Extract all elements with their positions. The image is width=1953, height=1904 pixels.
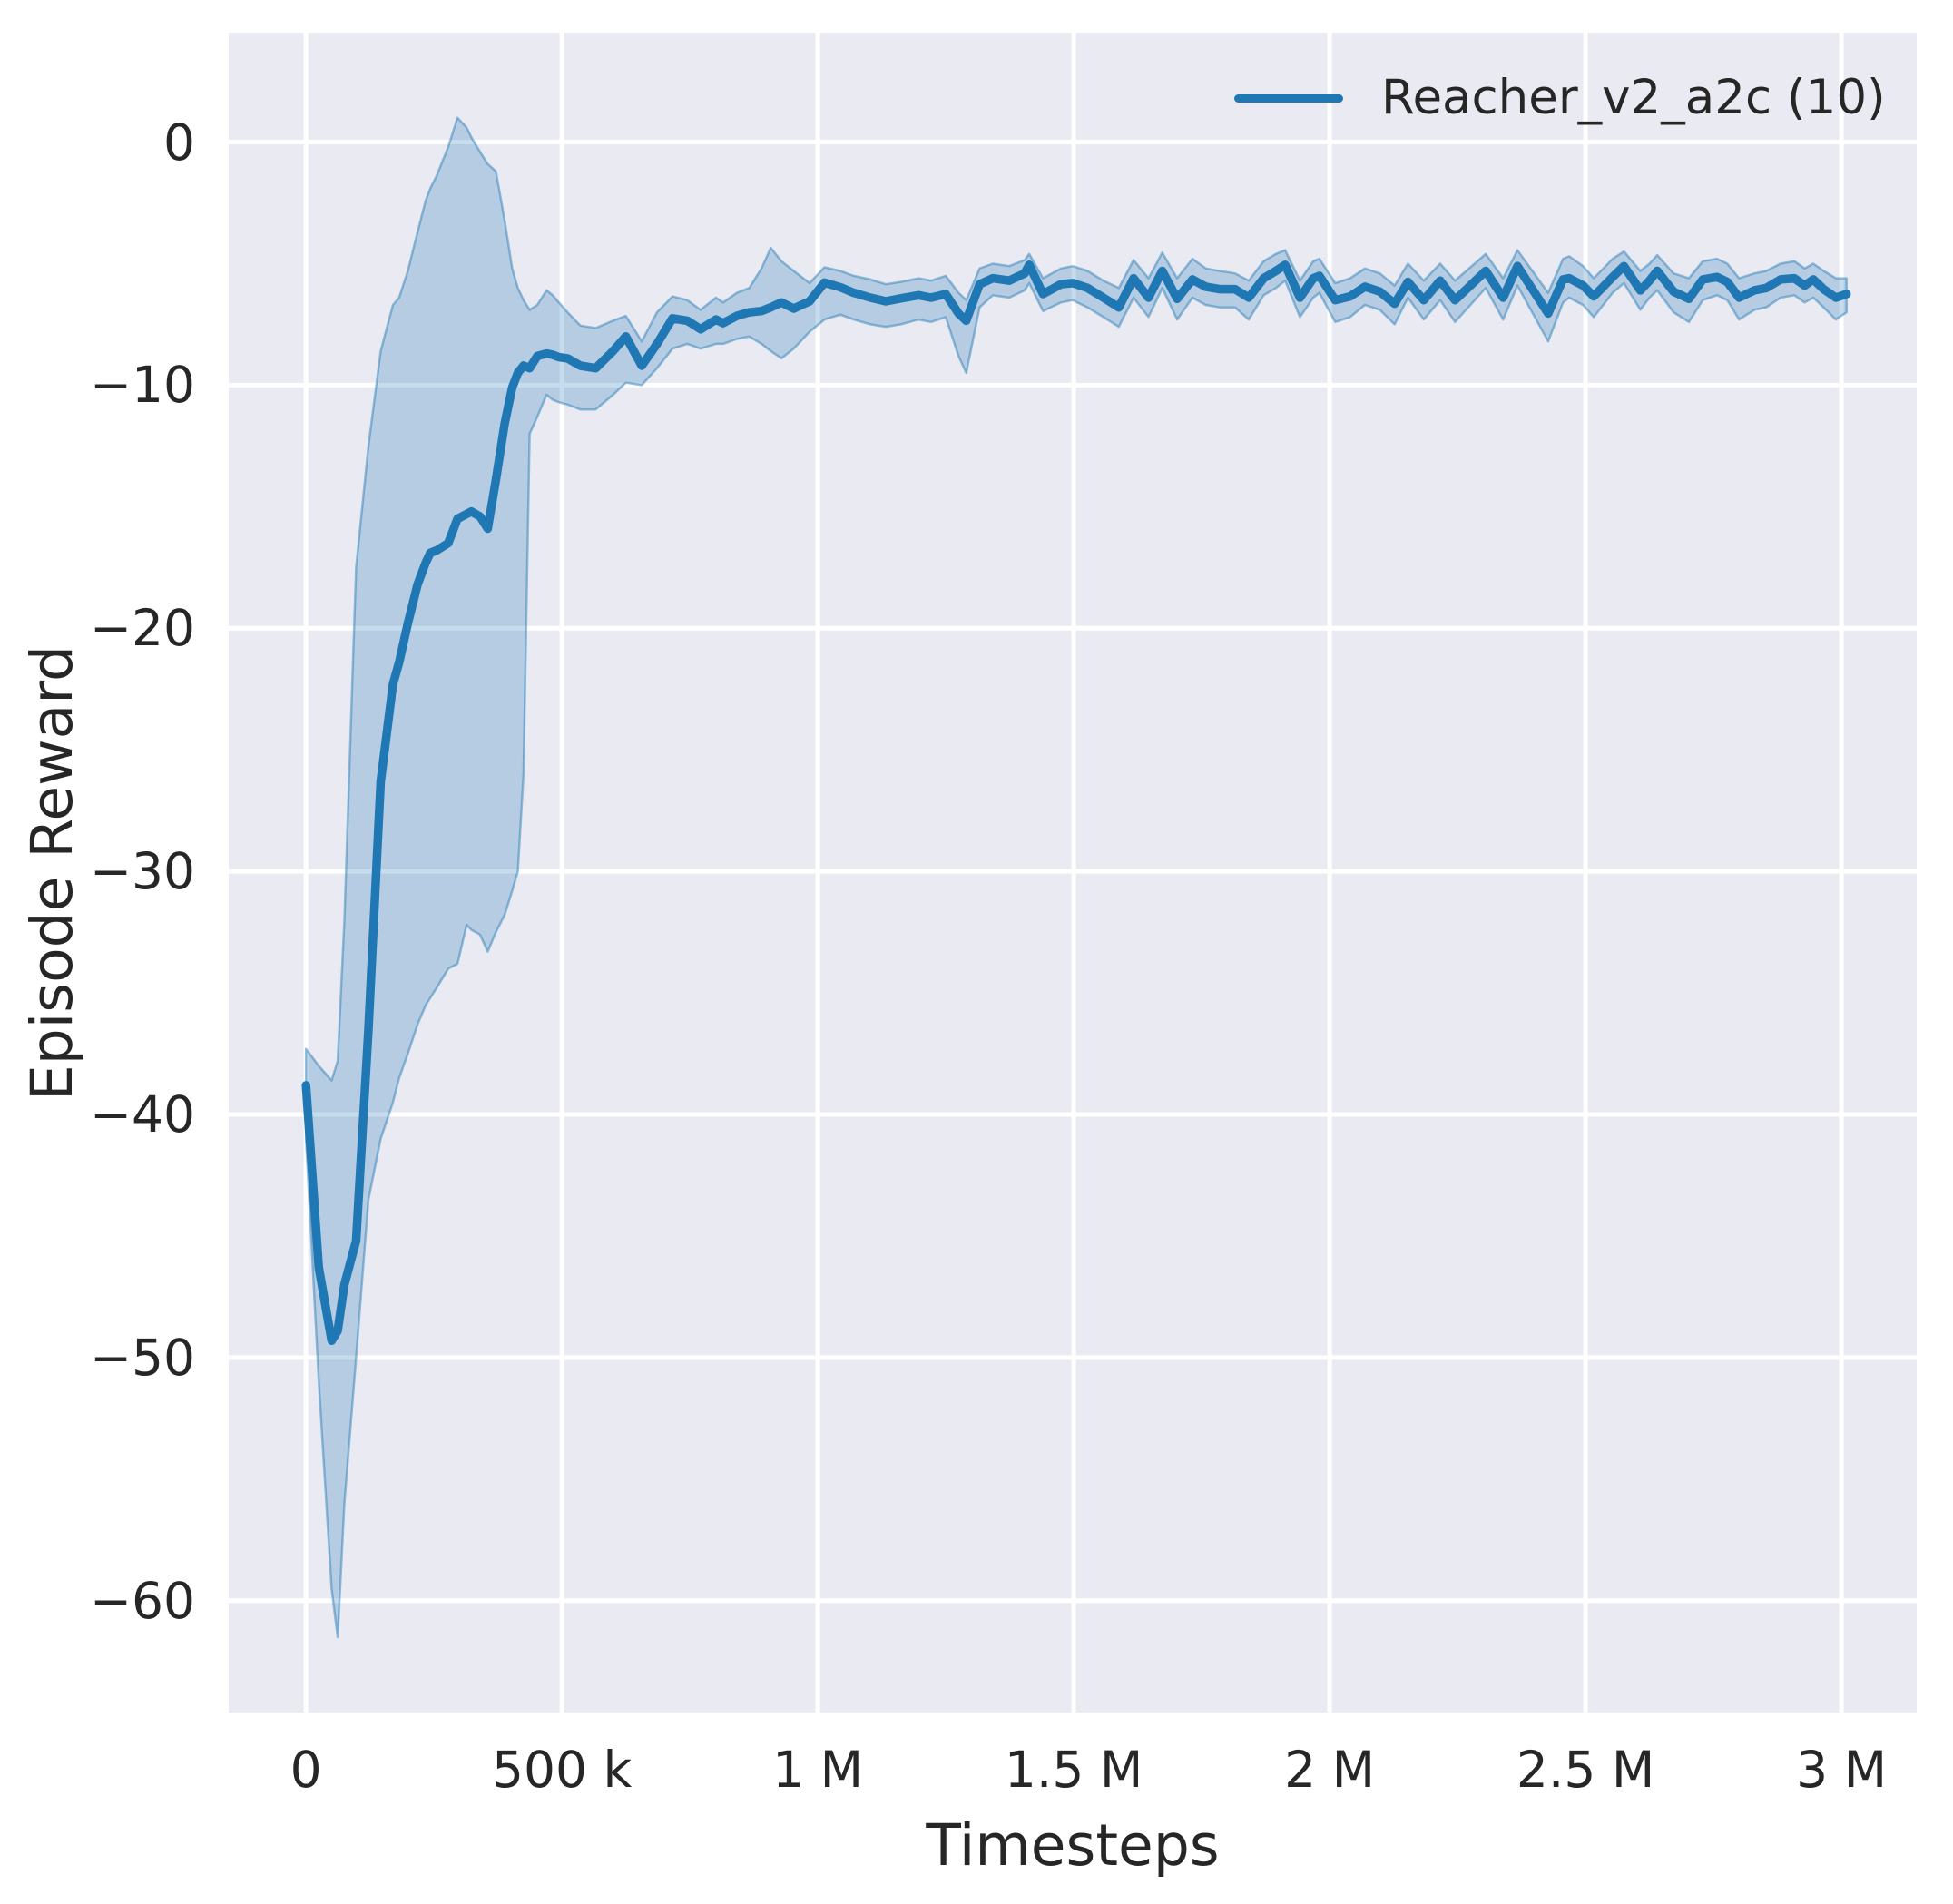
x-tick-label: 3 M — [1796, 1741, 1888, 1799]
x-tick-label: 2.5 M — [1516, 1741, 1655, 1799]
legend-label: Reacher_v2_a2c (10) — [1381, 70, 1886, 125]
x-tick-label: 1.5 M — [1004, 1741, 1143, 1799]
legend-line-marker — [1234, 93, 1343, 103]
x-tick-label: 0 — [290, 1741, 322, 1799]
legend: Reacher_v2_a2c (10) — [1234, 69, 1886, 127]
x-tick-label: 2 M — [1284, 1741, 1376, 1799]
y-tick-label: 0 — [163, 113, 195, 172]
mean-reward-line — [301, 260, 1851, 1345]
x-tick-label: 500 k — [491, 1741, 633, 1799]
y-tick-label: −20 — [89, 599, 195, 658]
y-tick-label: −60 — [89, 1571, 195, 1630]
y-tick-label: −40 — [89, 1085, 195, 1144]
y-tick-label: −50 — [89, 1328, 195, 1387]
y-tick-label: −10 — [89, 356, 195, 415]
x-axis-label: Timesteps — [926, 1812, 1220, 1879]
confidence-band — [304, 116, 1848, 1639]
x-tick-label: 1 M — [772, 1741, 864, 1799]
y-tick-label: −30 — [89, 842, 195, 901]
